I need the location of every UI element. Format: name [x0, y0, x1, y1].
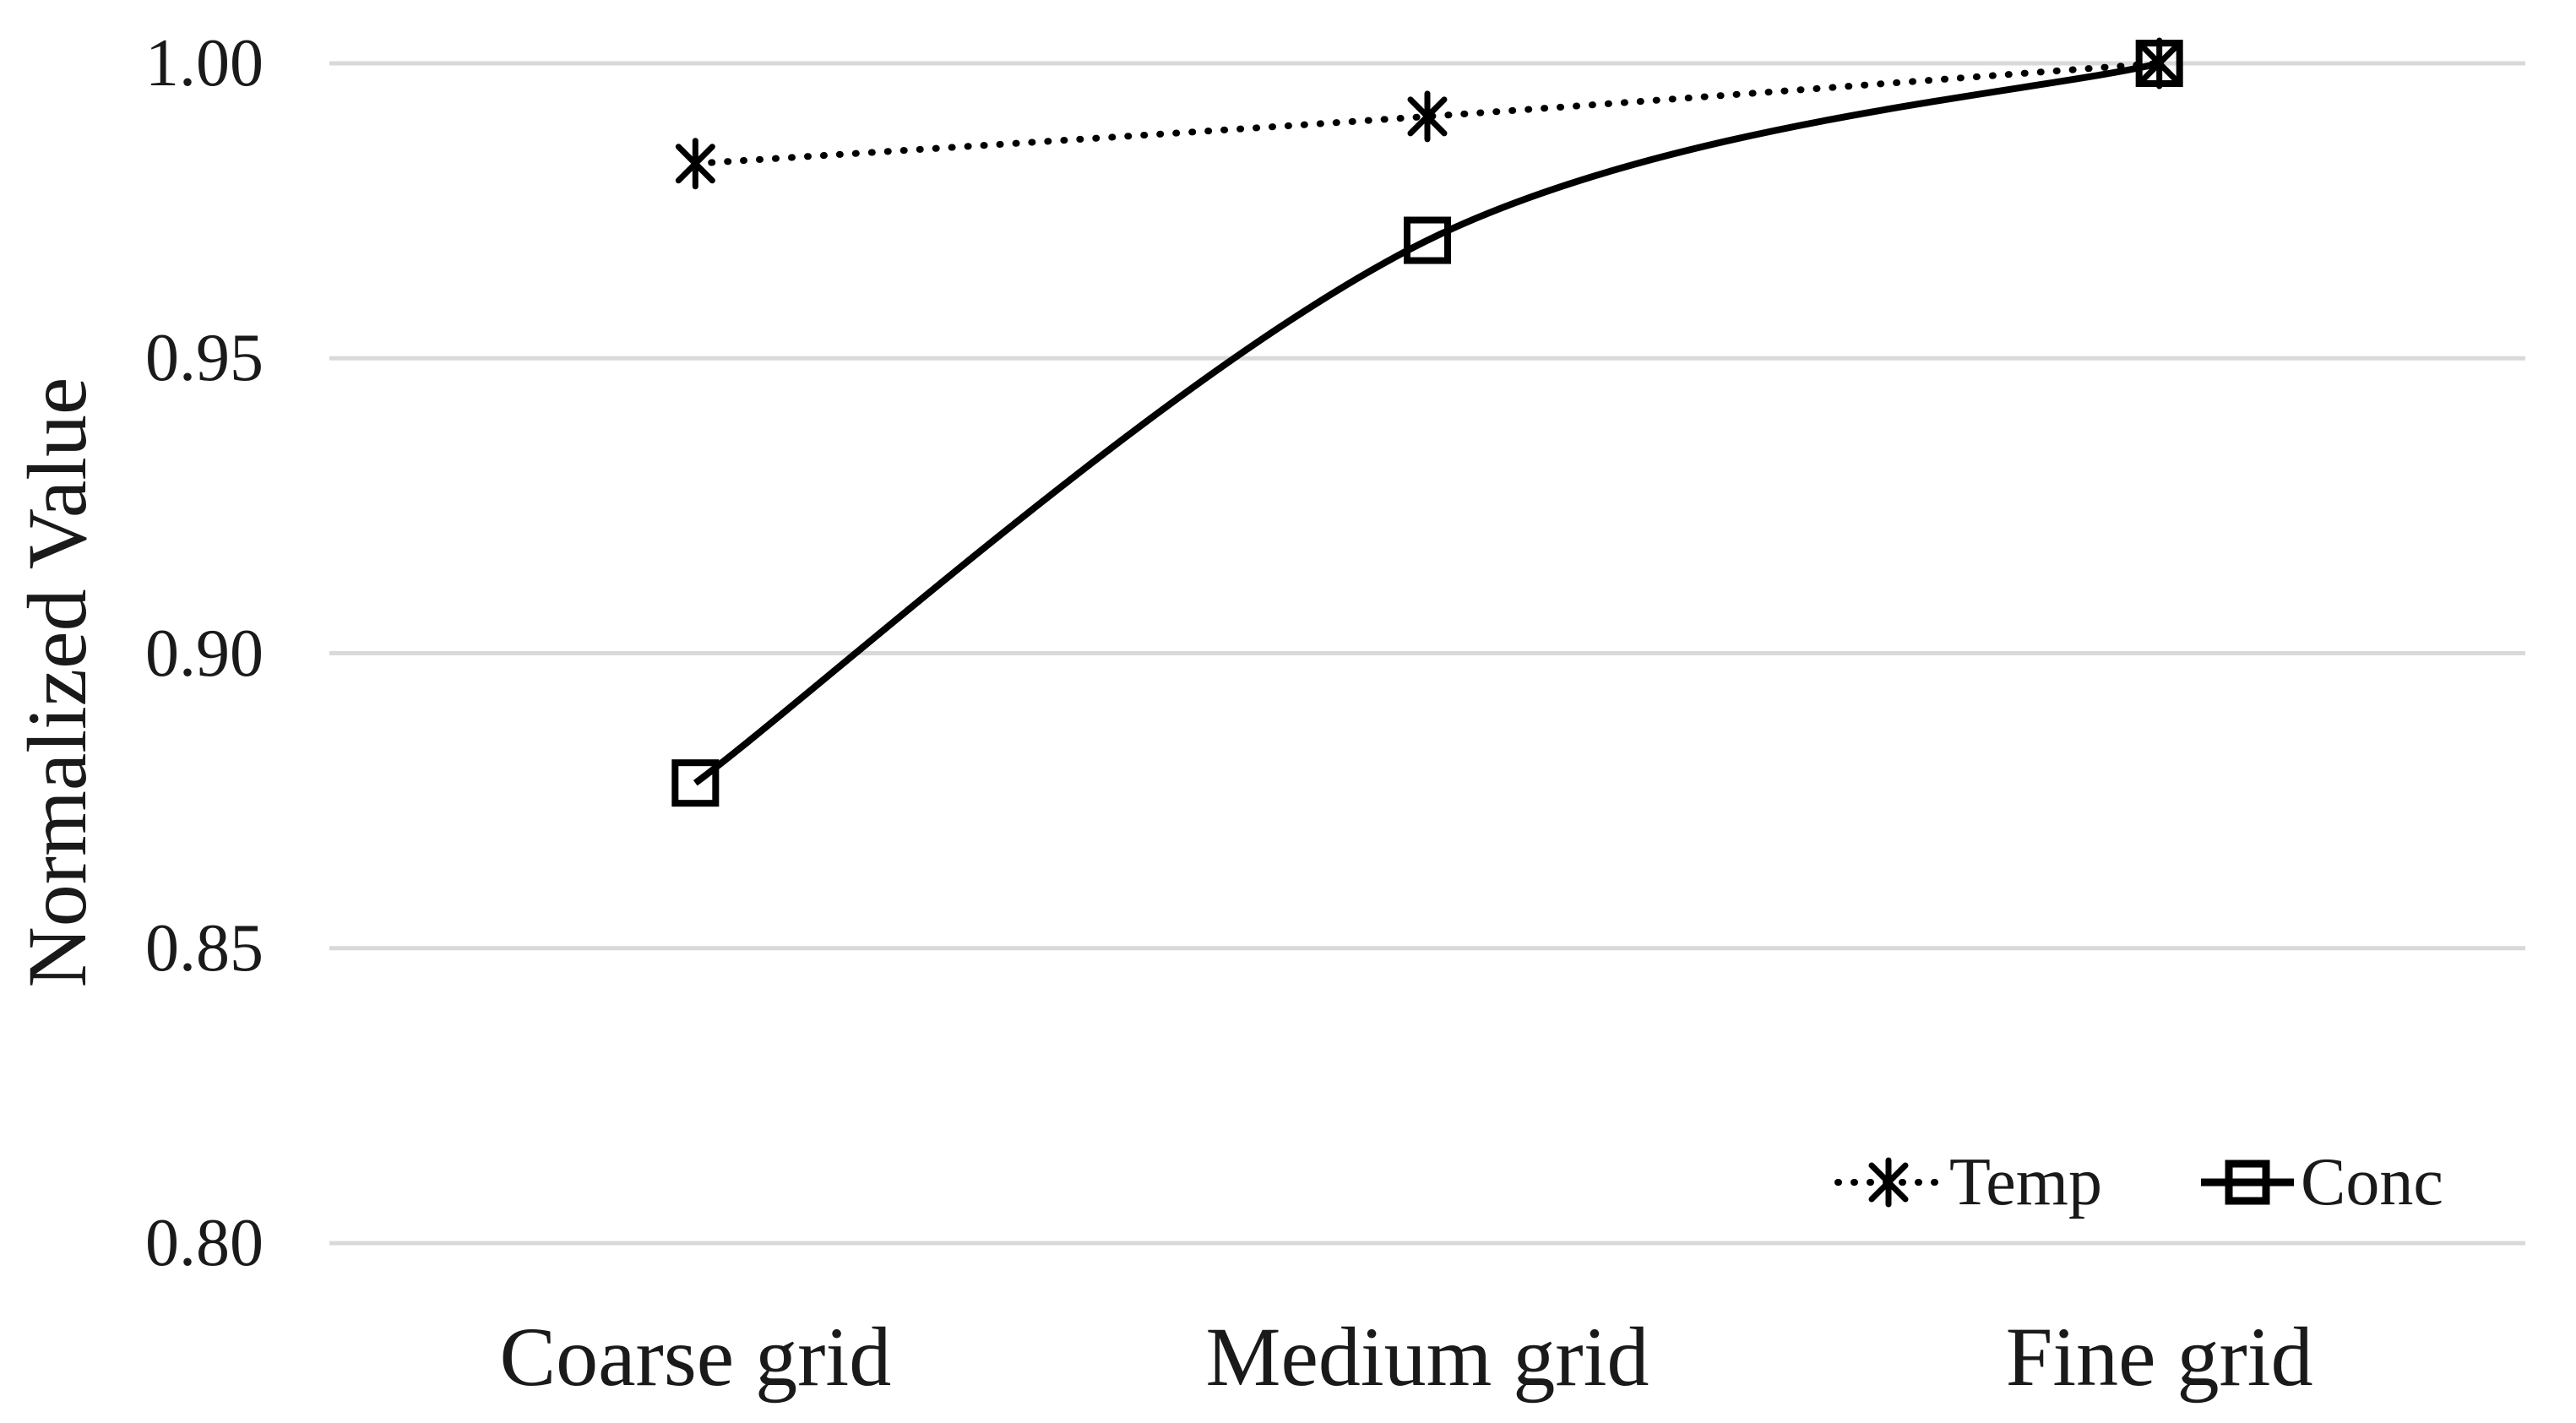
legend-item-conc: Conc	[2201, 1142, 2443, 1223]
marker-conc-medium-grid	[1404, 216, 1451, 264]
marker-conc-coarse-grid	[671, 759, 720, 807]
legend-label-temp: Temp	[1949, 1145, 2103, 1219]
temp-series-legend-marker-icon	[1834, 1157, 1943, 1208]
legend-item-temp: Temp	[1834, 1142, 2102, 1223]
marker-temp-medium-grid	[1407, 90, 1448, 143]
marker-temp-coarse-grid	[675, 138, 715, 190]
y-axis-title: Normalized Value	[10, 377, 104, 988]
y-tick-label-0.90: 0.90	[145, 616, 264, 691]
y-tick-label-0.80: 0.80	[145, 1206, 264, 1280]
y-tick-label-1.00: 1.00	[145, 26, 264, 100]
x-category-label-1: Medium grid	[1205, 1310, 1649, 1404]
series-line-conc	[693, 60, 2160, 786]
conc-series-legend-marker-icon	[2201, 1160, 2294, 1205]
marker-temp-fine-grid	[2139, 37, 2180, 90]
series-line-temp	[692, 60, 2163, 167]
y-tick-label-0.95: 0.95	[145, 321, 264, 396]
y-tick-label-0.85: 0.85	[145, 910, 264, 986]
x-category-label-0: Coarse grid	[499, 1310, 892, 1404]
legend-label-conc: Conc	[2301, 1145, 2443, 1219]
x-category-label-2: Fine grid	[2005, 1310, 2313, 1404]
